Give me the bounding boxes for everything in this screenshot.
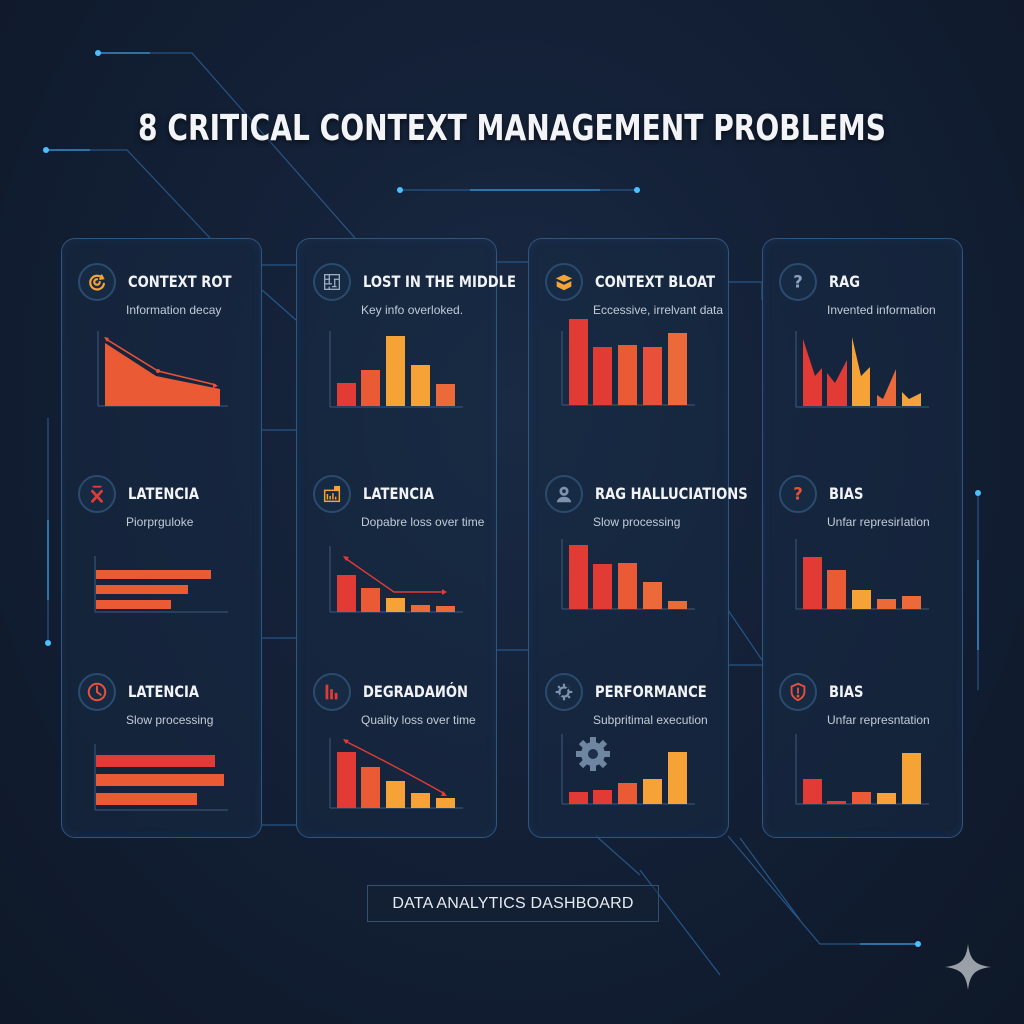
card-subtitle: Slow processing bbox=[593, 515, 681, 529]
problem-card-performance[interactable]: PERFORMANCE Subpritimal execution bbox=[529, 649, 728, 839]
broken-gear-icon bbox=[545, 673, 583, 711]
card-title: LATENCIA bbox=[363, 484, 435, 503]
problem-card-context-rot[interactable]: CONTEXT ROT Information decay bbox=[62, 239, 261, 429]
card-subtitle: Key info overloked. bbox=[361, 303, 464, 317]
card-title: BIAS bbox=[829, 682, 864, 701]
card-title: BIAS bbox=[829, 484, 864, 503]
bar-chart bbox=[561, 539, 697, 611]
problem-card-lost-in-the-middle[interactable]: LOST IN THE MIDDLE Key info overloked. bbox=[297, 239, 516, 429]
clock-icon bbox=[78, 673, 116, 711]
card-subtitle: Unfar represntation bbox=[827, 713, 930, 727]
card-title: CONTEXT BLOAT bbox=[595, 272, 716, 291]
card-title: PERFORMANCE bbox=[595, 682, 707, 701]
card-title: LOST IN THE MIDDLE bbox=[363, 272, 516, 291]
card-subtitle: Piorprguloke bbox=[126, 515, 194, 529]
hourglass-x-icon bbox=[78, 475, 116, 513]
question-icon: ? bbox=[779, 263, 817, 301]
problem-card-bias-2[interactable]: BIAS Unfar represntation bbox=[763, 649, 962, 839]
maze-icon bbox=[313, 263, 351, 301]
page-title: 8 CRITICAL CONTEXT MANAGEMENT PROBLEMS bbox=[138, 108, 886, 149]
problem-card-latencia-2[interactable]: LATENCIA Slow processing bbox=[62, 649, 261, 839]
bar-chart bbox=[795, 539, 931, 611]
card-title: DEGRADAИÓN bbox=[363, 682, 469, 701]
problem-card-latencia-1[interactable]: LATENCIA Piorprguloke bbox=[62, 451, 261, 641]
card-subtitle: Eccessive, irrelvant data bbox=[593, 303, 724, 317]
declining-bars-icon bbox=[313, 673, 351, 711]
problem-card-context-bloat[interactable]: CONTEXT BLOAT Eccessive, irrelvant data bbox=[529, 239, 728, 429]
card-title: RAG HALLUCIATIONS bbox=[595, 484, 748, 503]
problem-column-4: ? RAG Invented information ? BIAS Unfar … bbox=[762, 238, 963, 838]
problem-card-bias-1[interactable]: ? BIAS Unfar represirIation bbox=[763, 451, 962, 641]
sparkle-icon bbox=[945, 944, 991, 990]
card-subtitle: Dopabre loss over time bbox=[361, 515, 485, 529]
shield-alert-icon bbox=[779, 673, 817, 711]
problem-card-rag[interactable]: ? RAG Invented information bbox=[763, 239, 962, 429]
bar-chart-with-trend bbox=[329, 541, 465, 621]
cycle-arrow-icon bbox=[78, 263, 116, 301]
problem-column-1: CONTEXT ROT Information decay LATENCIA P… bbox=[61, 238, 262, 838]
card-subtitle: Invented information bbox=[827, 303, 936, 317]
card-title: RAG bbox=[829, 272, 861, 291]
bar-chart bbox=[795, 734, 931, 806]
dashboard-label: DATA ANALYTICS DASHBOARD bbox=[367, 885, 659, 922]
spike-chart bbox=[795, 331, 931, 411]
card-title: LATENCIA bbox=[128, 484, 200, 503]
card-subtitle: Unfar represirIation bbox=[827, 515, 930, 529]
horizontal-bar-chart bbox=[94, 739, 230, 819]
problem-card-rag-hallucinations[interactable]: RAG HALLUCIATIONS Slow processing bbox=[529, 451, 748, 641]
gear-icon bbox=[576, 737, 610, 771]
dashboard-label-text: DATA ANALYTICS DASHBOARD bbox=[392, 894, 634, 912]
area-chart-decay bbox=[97, 331, 234, 411]
card-title: CONTEXT ROT bbox=[128, 272, 232, 291]
horizontal-bar-chart bbox=[94, 546, 230, 626]
open-box-icon bbox=[545, 263, 583, 301]
problem-card-degradacion[interactable]: DEGRADAИÓN Quality loss over time bbox=[297, 649, 496, 839]
bar-chart bbox=[329, 331, 465, 411]
problem-card-latencia-3[interactable]: LATENCIA Dopabre loss over time bbox=[297, 451, 496, 641]
svg-text:?: ? bbox=[793, 273, 803, 292]
card-subtitle: Information decay bbox=[126, 303, 222, 317]
card-subtitle: Slow processing bbox=[126, 713, 214, 727]
question-icon: ? bbox=[779, 475, 817, 513]
robot-user-icon bbox=[545, 475, 583, 513]
problem-column-2: LOST IN THE MIDDLE Key info overloked. L… bbox=[296, 238, 516, 839]
card-title: LATENCIA bbox=[128, 682, 200, 701]
problem-column-3: CONTEXT BLOAT Eccessive, irrelvant data … bbox=[528, 238, 748, 839]
bar-chart-with-trend bbox=[329, 734, 465, 814]
svg-text:?: ? bbox=[793, 485, 803, 504]
bar-chart-with-gear bbox=[561, 734, 697, 806]
bar-chart bbox=[561, 317, 697, 409]
card-subtitle: Subpritimal execution bbox=[593, 713, 708, 727]
bar-chart-icon bbox=[313, 475, 351, 513]
card-subtitle: Quality loss over time bbox=[361, 713, 476, 727]
